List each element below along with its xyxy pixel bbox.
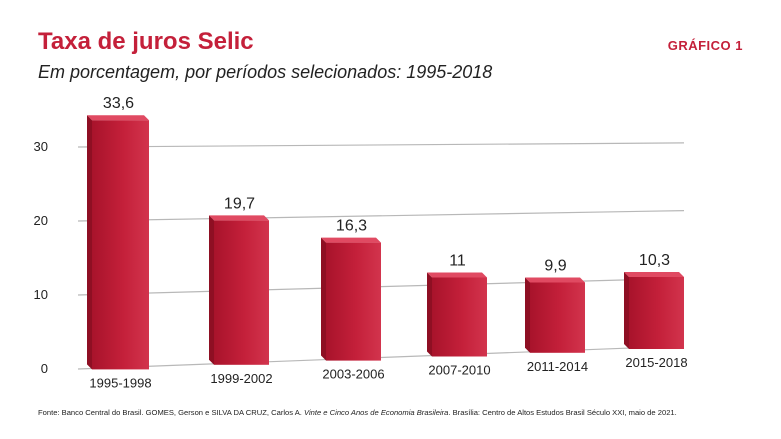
bar-side <box>427 272 432 357</box>
figure-label: GRÁFICO 1 <box>667 38 743 53</box>
data-label: 11 <box>449 253 466 270</box>
bar-top <box>427 272 487 278</box>
bar <box>214 220 269 365</box>
data-label: 9,9 <box>544 258 566 275</box>
y-tick-label: 20 <box>34 213 48 228</box>
data-label: 16,3 <box>336 218 367 235</box>
x-tick-label: 2011-2014 <box>527 359 588 374</box>
source-title: Vinte e Cinco Anos de Economia Brasileir… <box>304 408 449 417</box>
x-tick-label: 2003-2006 <box>322 367 384 382</box>
bar-top <box>209 215 269 221</box>
y-tick-label: 0 <box>41 361 48 376</box>
data-label: 10,3 <box>639 252 670 269</box>
data-label: 19,7 <box>224 195 255 212</box>
chart-subtitle: Em porcentagem, por períodos selecionado… <box>38 62 493 82</box>
bar <box>432 277 487 357</box>
bar <box>530 282 585 353</box>
bars <box>87 115 684 370</box>
x-tick-label: 1999-2002 <box>210 371 272 386</box>
bar <box>92 120 149 370</box>
data-label: 33,6 <box>103 95 134 112</box>
gridline <box>77 142 685 148</box>
bar-top <box>525 277 585 283</box>
source-prefix: Fonte: Banco Central do Brasil. GOMES, G… <box>38 408 305 417</box>
gridline <box>77 210 685 222</box>
data-labels: 33,6 19,7 16,3 11 9,9 10,3 <box>103 95 670 274</box>
bar-top <box>624 272 684 277</box>
y-tick-label: 30 <box>34 139 48 154</box>
bar-side <box>525 277 530 353</box>
x-tick-label: 2007-2010 <box>428 363 490 378</box>
chart-title: Taxa de juros Selic <box>38 28 254 55</box>
bar <box>629 277 684 349</box>
y-axis-ticks: 0 10 20 30 <box>34 139 48 376</box>
y-tick-label: 10 <box>34 287 48 302</box>
source-note: Fonte: Banco Central do Brasil. GOMES, G… <box>38 408 677 417</box>
bar-side <box>87 115 92 370</box>
bar <box>326 242 381 361</box>
bar-side <box>209 215 214 365</box>
bar-side <box>624 272 629 349</box>
bar-top <box>321 237 381 243</box>
x-tick-label: 1995-1998 <box>89 375 151 390</box>
bar-side <box>321 237 326 361</box>
bar-top <box>87 115 149 121</box>
x-tick-label: 2015-2018 <box>625 355 687 370</box>
x-axis-ticks: 1995-1998 1999-2002 2003-2006 2007-2010 2011… <box>89 355 687 390</box>
source-suffix: . Brasília: Centro de Altos Estudos Bras… <box>448 408 677 417</box>
